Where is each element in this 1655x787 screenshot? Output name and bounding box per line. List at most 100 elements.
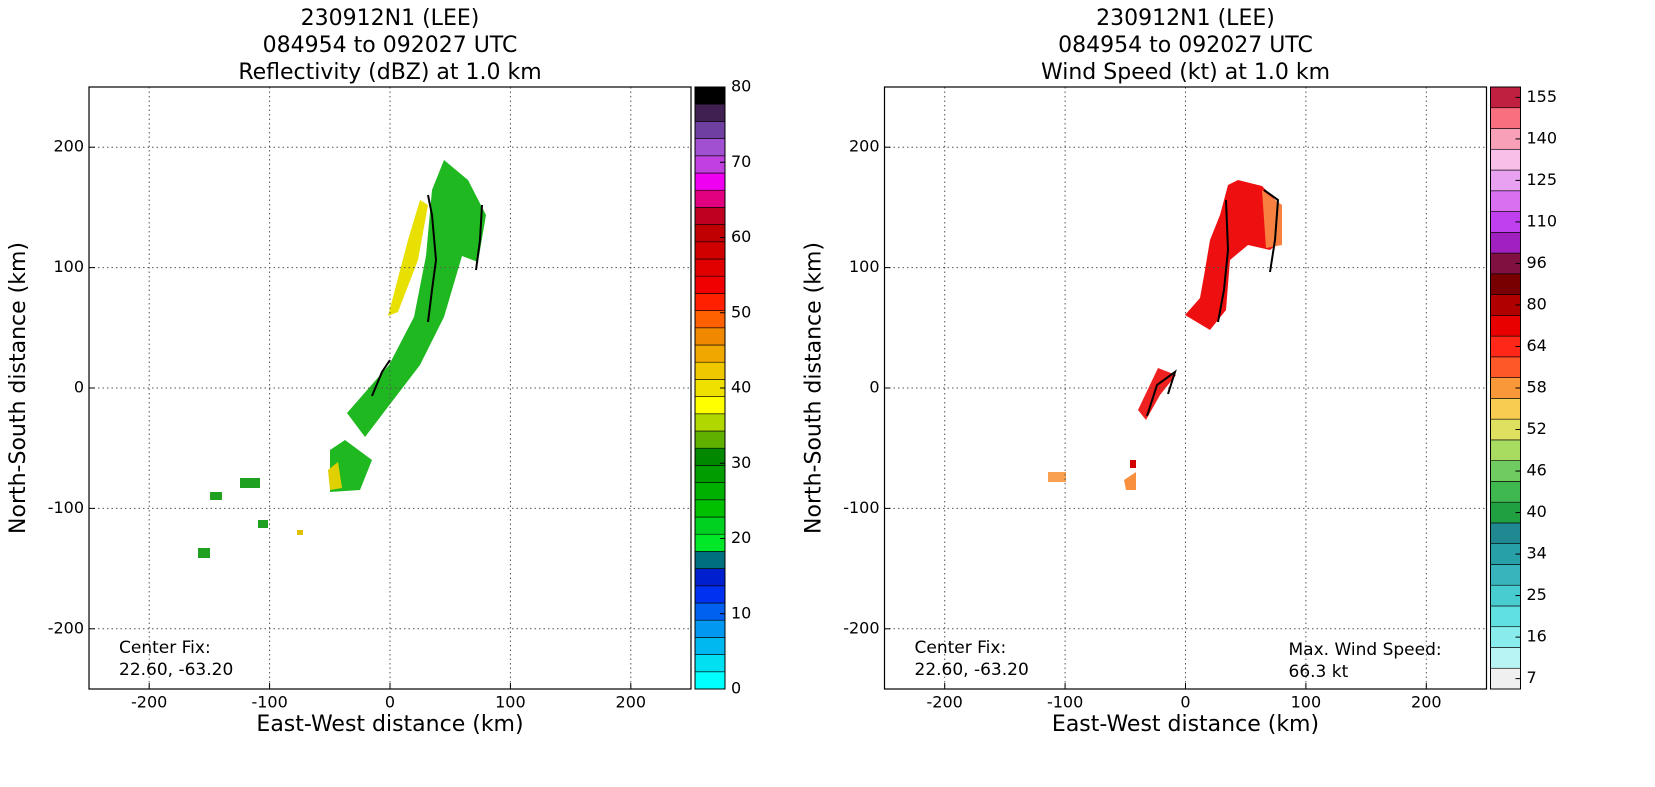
- colorbar-cell: [1490, 439, 1521, 461]
- x-axis-label: East-West distance (km): [256, 712, 523, 737]
- colorbar-cell: [694, 654, 726, 673]
- colorbar-label: 58: [1527, 378, 1547, 397]
- colorbar-cell: [694, 465, 726, 483]
- annotation: 22.60, -63.20: [119, 660, 233, 680]
- colorbar-cell: [694, 637, 726, 655]
- colorbar-cell: [694, 189, 726, 208]
- colorbar-cell: [694, 138, 726, 157]
- colorbar-cell: [694, 619, 726, 638]
- echo-left: [198, 160, 486, 558]
- colorbar-cell: [694, 413, 726, 432]
- colorbar-cell: [694, 241, 726, 260]
- x-tick-label: -200: [927, 693, 963, 712]
- x-tick-label: 100: [1291, 693, 1322, 712]
- echo: [258, 520, 268, 528]
- echo: [347, 160, 486, 437]
- x-tick-label: 0: [385, 693, 395, 712]
- y-axis-label: North-South distance (km): [6, 242, 31, 534]
- colorbar-cell: [694, 121, 726, 139]
- y-tick-label: -200: [843, 618, 879, 637]
- chart-title: 230912N1 (LEE): [1096, 6, 1275, 31]
- colorbar-cell: [694, 103, 726, 122]
- colorbar-cell: [1490, 148, 1521, 171]
- echo-right: [1048, 180, 1282, 490]
- colorbar-label: 40: [1527, 502, 1547, 521]
- barb: [1217, 199, 1230, 323]
- y-tick-label: 200: [53, 137, 84, 156]
- colorbar-label: 80: [1527, 294, 1547, 313]
- chart-title: 084954 to 092027 UTC: [1058, 33, 1313, 58]
- x-tick-label: -100: [1047, 693, 1083, 712]
- x-axis-label: East-West distance (km): [1052, 712, 1319, 737]
- wind-barbs: [371, 189, 1280, 417]
- echo: [240, 478, 260, 488]
- annotation: Center Fix:: [119, 638, 211, 658]
- colorbar-label: 50: [731, 302, 751, 321]
- colorbar-label: 140: [1527, 128, 1558, 147]
- colorbar-cell: [1490, 398, 1521, 420]
- colorbar-cell: [694, 207, 726, 225]
- plot-frame: [88, 86, 692, 690]
- colorbar-cell: [694, 86, 726, 105]
- colorbar-cell: [694, 258, 726, 277]
- colorbar-label: 80: [731, 77, 751, 96]
- colorbar-label: 16: [1527, 627, 1547, 646]
- y-tick-label: 200: [849, 137, 880, 156]
- echo: [198, 548, 210, 558]
- colorbar-cell: [1490, 481, 1521, 503]
- x-tick-label: 100: [495, 693, 526, 712]
- x-tick-label: 200: [616, 693, 647, 712]
- colorbar-cell: [694, 224, 726, 243]
- y-tick-label: -200: [48, 618, 84, 637]
- colorbar-label: 0: [731, 679, 741, 698]
- colorbar-cell: [1490, 522, 1521, 544]
- colorbar-cell: [694, 275, 726, 294]
- y-tick-label: -100: [843, 498, 879, 517]
- colorbar-label: 155: [1527, 87, 1558, 106]
- plot-frame: [883, 86, 1488, 690]
- y-axis-label: North-South distance (km): [802, 242, 827, 534]
- barb: [1263, 189, 1280, 273]
- colorbar-cell: [1490, 605, 1521, 628]
- echo: [1138, 368, 1176, 420]
- x-tick-label: 0: [1180, 693, 1190, 712]
- x-tick-label: -100: [251, 693, 287, 712]
- barb: [475, 204, 483, 271]
- colorbar-label: 64: [1527, 336, 1547, 355]
- colorbar-label: 7: [1527, 668, 1537, 687]
- colorbar-label: 70: [731, 152, 751, 171]
- colorbar-cell: [694, 551, 726, 569]
- annotation: Center Fix:: [915, 638, 1007, 658]
- colorbar-label: 96: [1527, 253, 1547, 272]
- annotation: 66.3 kt: [1289, 662, 1349, 682]
- colorbar-label: 20: [731, 528, 751, 547]
- x-tick-label: -200: [131, 693, 167, 712]
- colorbar-cell: [694, 602, 726, 621]
- chart-title: Wind Speed (kt) at 1.0 km: [1041, 60, 1330, 85]
- echo: [388, 200, 428, 316]
- colorbar-label: 34: [1527, 544, 1547, 563]
- colorbar-cell: [1490, 564, 1521, 586]
- chart-title: 084954 to 092027 UTC: [263, 33, 518, 58]
- colorbar-label: 10: [731, 603, 751, 622]
- chart-title: Reflectivity (dBZ) at 1.0 km: [238, 60, 541, 85]
- colorbar-label: 52: [1527, 419, 1547, 438]
- colorbar-cell: [694, 155, 726, 174]
- colorbar-cell: [694, 585, 726, 604]
- colorbar-cell: [694, 396, 726, 415]
- colorbar-cell: [694, 344, 726, 363]
- colorbar-cell: [1490, 315, 1521, 337]
- y-tick-label: 100: [53, 257, 84, 276]
- y-tick-label: -100: [48, 498, 84, 517]
- colorbar-cell: [694, 568, 726, 587]
- echo: [1185, 180, 1282, 330]
- colorbar-cell: [694, 172, 726, 191]
- barb: [1146, 369, 1177, 417]
- echo: [297, 530, 303, 535]
- y-tick-label: 0: [74, 378, 84, 397]
- colorbar-cell: [694, 499, 726, 518]
- y-tick-label: 0: [869, 378, 879, 397]
- colorbar-cell: [694, 671, 726, 690]
- echo: [328, 462, 342, 490]
- colorbar-label: 46: [1527, 461, 1547, 480]
